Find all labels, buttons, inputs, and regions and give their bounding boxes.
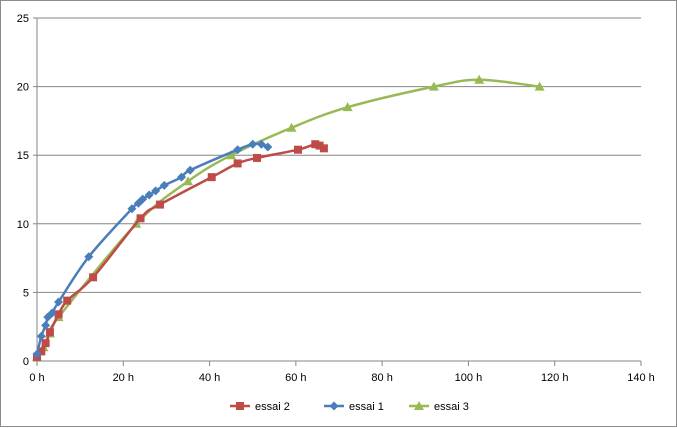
data-point-essai-3 [428, 81, 439, 91]
legend-label-essai-2: essai 2 [255, 401, 290, 413]
data-point-essai-3 [534, 81, 545, 91]
gridlines [37, 17, 641, 293]
data-point-essai-2 [45, 328, 54, 337]
data-point-essai-2 [207, 173, 216, 182]
data-point-essai-2 [89, 273, 98, 282]
legend-label-essai-3: essai 3 [434, 401, 469, 413]
legend-label-essai-1: essai 1 [349, 401, 384, 413]
data-point-essai-2 [136, 214, 145, 223]
y-tick-label: 20 [17, 82, 29, 94]
data-point-essai-3 [183, 176, 193, 186]
data-point-essai-3 [226, 150, 237, 160]
data-point-essai-1 [127, 204, 137, 214]
legend: essai 2 essai 1 essai 3 [230, 401, 469, 413]
data-point-essai-1 [138, 194, 148, 204]
data-point-essai-1 [32, 349, 42, 359]
data-point-essai-2 [37, 347, 46, 356]
data-point-essai-1 [159, 180, 169, 190]
data-point-essai-1 [256, 139, 266, 149]
data-point-essai-1 [233, 145, 243, 155]
data-point-essai-1 [151, 186, 161, 196]
data-point-essai-1 [177, 172, 187, 182]
legend-item-essai-2: essai 2 [230, 401, 290, 413]
data-point-essai-2 [294, 145, 303, 154]
x-tick-label: 0 h [29, 372, 44, 384]
data-point-essai-2 [233, 159, 242, 168]
data-point-essai-3 [474, 74, 485, 84]
data-point-essai-2 [253, 153, 262, 162]
legend-marker-essai-3 [414, 401, 424, 410]
data-point-essai-2 [155, 200, 164, 209]
y-tick-label: 10 [17, 219, 29, 231]
data-point-essai-3 [342, 102, 353, 112]
x-tick-label: 40 h [199, 372, 220, 384]
legend-marker-essai-2 [236, 402, 244, 410]
y-tick-label: 25 [17, 13, 29, 25]
y-tick-label: 15 [17, 150, 29, 162]
data-point-essai-2 [319, 144, 328, 153]
data-point-essai-3 [286, 122, 297, 132]
y-tick-label: 0 [23, 356, 29, 368]
data-point-essai-2 [54, 310, 63, 319]
data-point-essai-1 [36, 331, 46, 341]
data-point-essai-1 [185, 165, 195, 175]
data-point-essai-1 [41, 320, 51, 330]
data-point-essai-2 [315, 141, 324, 150]
tick-labels: 0 5 10 15 20 25 0 h 20 h 40 h 60 h 80 h 100 h 120 h 1… [17, 13, 655, 384]
data-point-essai-1 [84, 252, 94, 262]
legend-item-essai-3: essai 3 [409, 401, 469, 413]
data-point-essai-2 [311, 140, 320, 149]
legend-item-essai-1: essai 1 [324, 401, 384, 413]
series-line-essai-3 [35, 78, 541, 359]
x-tick-label: 20 h [113, 372, 134, 384]
x-tick-label: 140 h [627, 372, 655, 384]
x-tick-label: 120 h [541, 372, 569, 384]
x-tick-label: 100 h [455, 372, 483, 384]
y-tick-label: 5 [23, 287, 29, 299]
data-point-essai-1 [248, 139, 258, 149]
data-point-essai-1 [47, 308, 57, 318]
x-tick-label: 80 h [371, 372, 392, 384]
series-essai-2 [33, 140, 328, 361]
series-essai-1 [32, 139, 273, 359]
axes [33, 17, 642, 366]
data-point-essai-2 [63, 296, 72, 305]
legend-marker-essai-1 [329, 401, 339, 411]
data-point-essai-1 [54, 297, 64, 307]
data-point-essai-2 [41, 339, 50, 348]
series-line-essai-2 [35, 142, 326, 359]
data-point-essai-1 [144, 190, 154, 200]
series-line-essai-1 [35, 142, 270, 356]
data-point-essai-1 [263, 142, 273, 152]
series-essai-3 [32, 74, 545, 361]
x-tick-label: 60 h [285, 372, 306, 384]
series-layer [32, 74, 545, 361]
